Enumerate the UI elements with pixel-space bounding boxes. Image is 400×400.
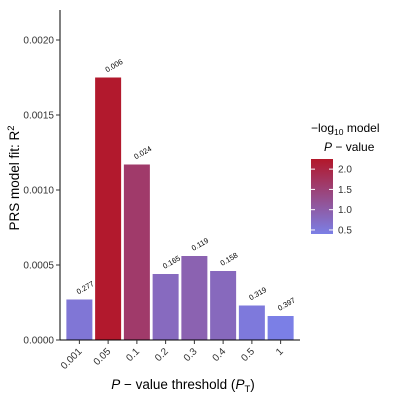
legend-ticks: 2.0 1.5 1.0 0.5 [311, 165, 352, 236]
bar-0.3 [181, 256, 208, 340]
y-ticks: 0.0000 0.0005 0.0010 0.0015 0.0020 [23, 36, 60, 347]
legend-title-line2: P − value [324, 140, 375, 154]
bar-0.5 [238, 305, 265, 340]
bar-1 [267, 316, 294, 340]
x-tick-label: 0.4 [211, 346, 229, 364]
legend-title-line1: −log10 model [311, 121, 380, 137]
x-axis-title: P − value threshold (PT) [111, 377, 255, 395]
bar-0.001 [66, 299, 93, 340]
x-tick-label: 0.001 [59, 346, 85, 372]
x-tick-label: 0.3 [182, 346, 200, 364]
bar-label-0.2: 0.165 [161, 254, 182, 271]
y-tick-label: 0.0010 [23, 186, 54, 197]
legend-tick-label: 1.0 [338, 205, 352, 216]
y-axis-title: PRS model fit: R2 [6, 125, 22, 230]
y-tick-label: 0.0005 [23, 261, 54, 272]
bar-label-0.5: 0.319 [247, 285, 268, 302]
x-tick-label: 1 [274, 346, 286, 358]
x-tick-label: 0.05 [92, 346, 114, 368]
bar-label-0.001: 0.277 [75, 279, 96, 296]
bar-label-0.05: 0.006 [104, 57, 125, 74]
x-tick-label: 0.5 [239, 346, 257, 364]
bar-0.2 [152, 274, 179, 340]
bar-0.05 [95, 77, 122, 340]
bar-label-0.4: 0.158 [219, 251, 240, 268]
bar-0.1 [123, 164, 150, 340]
y-tick-label: 0.0000 [23, 336, 54, 347]
y-tick-label: 0.0015 [23, 111, 54, 122]
legend: −log10 model P − value 2.0 1.5 1.0 0.5 [311, 121, 380, 236]
legend-colorbar [311, 159, 333, 234]
bar-0.4 [210, 271, 237, 340]
bar-label-1: 0.397 [276, 296, 297, 313]
bars [66, 77, 294, 340]
x-tick-label: 0.2 [153, 346, 171, 364]
bar-label-0.1: 0.024 [132, 144, 153, 161]
legend-tick-label: 2.0 [338, 165, 352, 176]
bar-label-0.3: 0.119 [190, 236, 210, 253]
x-ticks: 0.001 0.05 0.1 0.2 0.3 0.4 0.5 1 [59, 340, 286, 372]
y-tick-label: 0.0020 [23, 36, 54, 47]
legend-tick-label: 0.5 [338, 225, 352, 236]
x-tick-label: 0.1 [124, 346, 142, 364]
legend-tick-label: 1.5 [338, 185, 352, 196]
